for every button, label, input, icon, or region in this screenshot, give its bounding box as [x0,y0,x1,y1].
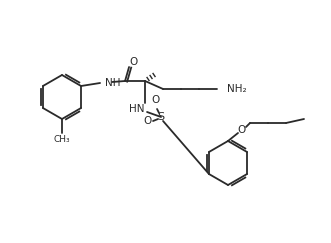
Text: NH₂: NH₂ [227,84,247,94]
Text: S: S [158,112,165,122]
Text: O: O [129,57,137,67]
Text: O: O [238,125,246,135]
Text: NH: NH [105,78,120,88]
Text: CH₃: CH₃ [54,134,70,144]
Text: O: O [151,95,159,105]
Text: HN: HN [129,104,145,114]
Text: O: O [143,116,151,126]
